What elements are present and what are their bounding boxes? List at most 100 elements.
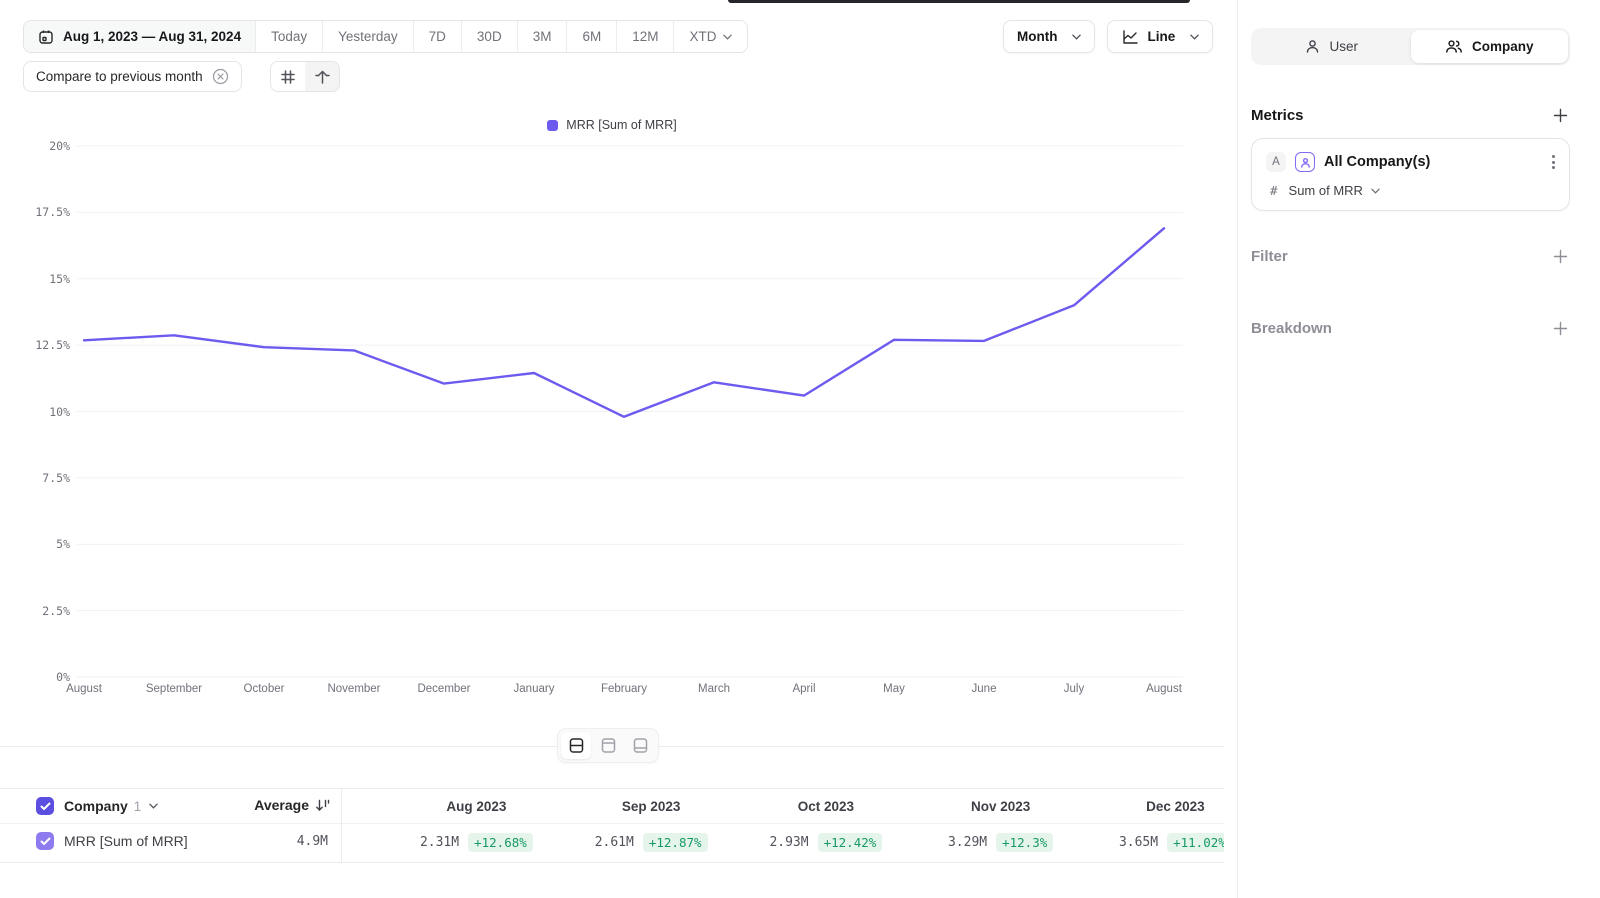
x-axis-tick-label: August: [1146, 683, 1182, 695]
chevron-down-icon: [1072, 34, 1082, 40]
column-header: Oct 2023: [797, 799, 855, 814]
column-header: Nov 2023: [970, 799, 1031, 814]
metric-aggregation-row[interactable]: # Sum of MRR: [1270, 183, 1380, 198]
tab-user-label: User: [1329, 39, 1358, 54]
metrics-title: Metrics: [1251, 106, 1304, 124]
cell-value: 3.29M: [947, 835, 988, 850]
hash-icon: #: [1270, 183, 1278, 198]
tab-user[interactable]: User: [1253, 30, 1411, 63]
y-axis-tick-label: 20%: [49, 139, 70, 153]
granularity-button[interactable]: Month: [1003, 20, 1096, 53]
sort-icon[interactable]: [315, 798, 330, 813]
y-axis-tick-label: 0%: [56, 670, 70, 684]
x-axis-tick-label: November: [327, 683, 381, 695]
y-axis-tick-label: 7.5%: [42, 470, 70, 485]
cell-value: 3.65M: [1118, 835, 1159, 850]
cell-delta-badge: +11.02%: [1167, 833, 1224, 852]
add-filter-button[interactable]: [1550, 246, 1570, 266]
layout-split-button[interactable]: [561, 732, 591, 759]
compare-chip[interactable]: Compare to previous month: [23, 61, 242, 92]
add-breakdown-button[interactable]: [1550, 318, 1570, 338]
aggregation-label: Sum of MRR: [1288, 183, 1363, 198]
layout-switcher: [557, 728, 659, 763]
row-checkbox[interactable]: [36, 832, 54, 850]
column-header: Dec 2023: [1146, 799, 1205, 814]
preset-6m-button[interactable]: 6M: [567, 21, 618, 52]
x-axis-tick-label: July: [1063, 683, 1085, 695]
preset-12m-button[interactable]: 12M: [617, 21, 675, 52]
layout-table-only-button[interactable]: [625, 732, 655, 759]
cell-delta-badge: +12.68%: [468, 833, 533, 852]
metrics-section-header: Metrics: [1251, 105, 1570, 125]
cumulative-toggle[interactable]: [305, 62, 339, 91]
series-line[interactable]: [82, 227, 1166, 418]
preset-30d-button[interactable]: 30D: [461, 21, 518, 52]
preset-3m-button[interactable]: 3M: [517, 21, 568, 52]
metric-card[interactable]: A All Company(s) # Sum of MRR: [1251, 138, 1570, 211]
x-axis-tick-label: September: [145, 683, 203, 695]
filter-section: Filter: [1251, 246, 1570, 266]
average-column-header[interactable]: Average: [230, 797, 330, 813]
cell-delta-badge: +12.42%: [817, 833, 883, 852]
cell-value: 2.61M: [594, 835, 634, 850]
x-axis-tick-label: January: [513, 683, 555, 695]
metric-name: All Company(s): [1324, 154, 1431, 170]
compare-chip-label: Compare to previous month: [36, 69, 203, 84]
entity-count: 1: [133, 798, 142, 814]
tab-company-label: Company: [1471, 39, 1534, 54]
y-axis-tick-label: 10%: [49, 404, 70, 419]
x-axis-tick-label: June: [971, 683, 997, 695]
x-axis-tick-label: April: [792, 683, 816, 695]
table-cell[interactable]: 2.61M +12.87%: [564, 833, 739, 852]
metric-letter-badge: A: [1266, 152, 1286, 172]
preset-7d-button[interactable]: 7D: [413, 21, 462, 52]
preset-xtd-button[interactable]: XTD: [674, 21, 748, 52]
preset-today-button[interactable]: Today: [256, 21, 324, 52]
plus-icon: [1553, 108, 1567, 122]
x-axis-tick-label: March: [698, 683, 730, 695]
grid-icon: [281, 69, 295, 84]
chart-config-buttons: Month Line: [1003, 20, 1214, 53]
table-column: Aug 2023 2.31M +12.68%: [389, 789, 564, 862]
layout-split-icon: [569, 738, 583, 753]
preset-yesterday-button[interactable]: Yesterday: [323, 21, 414, 52]
filter-label: Filter: [1251, 247, 1288, 265]
y-axis-tick-label: 2.5%: [42, 603, 70, 618]
chevron-down-icon[interactable]: [149, 803, 159, 809]
date-range-button[interactable]: Aug 1, 2023 — Aug 31, 2024: [24, 21, 257, 52]
results-table: Company 1 Average MRR [Sum of MRR] 4.9M …: [0, 788, 1224, 863]
entity-column-label[interactable]: Company: [64, 798, 128, 814]
date-range-label: Aug 1, 2023 — Aug 31, 2024: [63, 29, 242, 44]
mrr-line-chart[interactable]: [0, 0, 1224, 710]
chart-type-button[interactable]: Line: [1107, 20, 1214, 53]
breakdown-label: Breakdown: [1251, 319, 1332, 337]
calendar-icon: [39, 30, 53, 44]
layout-chart-only-button[interactable]: [593, 732, 623, 759]
entity-tabs: User Company: [1251, 28, 1570, 65]
remove-compare-icon[interactable]: [212, 68, 229, 85]
table-entity-header: Company 1: [36, 797, 159, 815]
table-cell[interactable]: 2.93M +12.42%: [739, 833, 914, 852]
table-column: Dec 2023 3.65M +11.02%: [1088, 789, 1224, 862]
table-column: Oct 2023 2.93M +12.42%: [739, 789, 914, 862]
x-axis-tick-label: December: [417, 683, 471, 695]
add-metric-button[interactable]: [1550, 105, 1570, 125]
grid-values-toggle[interactable]: [271, 62, 305, 91]
tab-company[interactable]: Company: [1410, 30, 1568, 63]
company-icon: [1446, 40, 1462, 53]
chevron-down-icon: [1371, 188, 1380, 194]
cell-value: 2.93M: [769, 835, 809, 850]
select-all-checkbox[interactable]: [36, 797, 54, 815]
table-cell[interactable]: 3.65M +11.02%: [1088, 833, 1224, 852]
table-column: Nov 2023 3.29M +12.3%: [913, 789, 1088, 862]
breakdown-section: Breakdown: [1251, 318, 1570, 338]
y-axis-tick-label: 15%: [49, 271, 70, 286]
chevron-down-icon: [723, 34, 733, 40]
layout-chart-only-icon: [601, 738, 615, 753]
table-cell[interactable]: 3.29M +12.3%: [913, 833, 1088, 852]
table-cell[interactable]: 2.31M +12.68%: [389, 833, 564, 852]
x-axis-tick-label: May: [883, 683, 905, 695]
chevron-down-icon: [1190, 34, 1200, 40]
metric-menu-button[interactable]: [1548, 151, 1559, 173]
check-icon: [40, 837, 50, 845]
